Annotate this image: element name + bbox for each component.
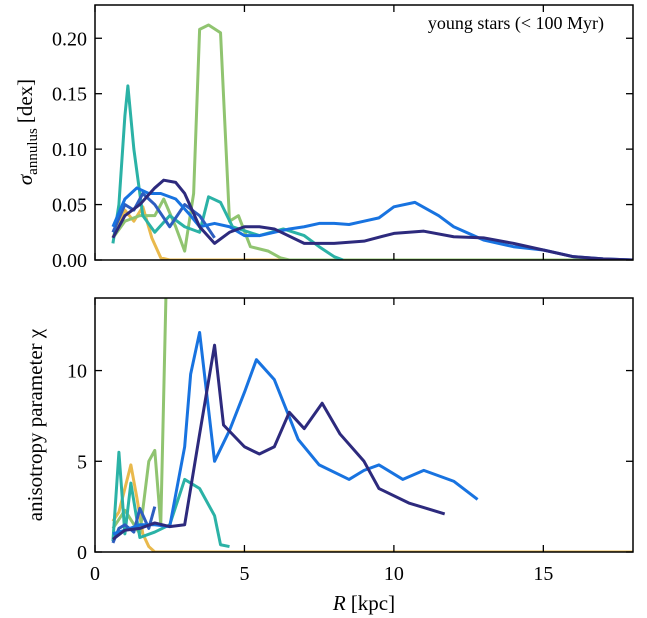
y-tick-label: 10 bbox=[67, 361, 87, 383]
x-axis-label: R [kpc] bbox=[332, 591, 395, 615]
x-label-unit: [kpc] bbox=[351, 591, 395, 615]
series-line bbox=[111, 450, 230, 549]
y-tick-label: 0.15 bbox=[52, 84, 87, 106]
series-line bbox=[111, 186, 633, 260]
y-tick-label: 0.10 bbox=[52, 139, 87, 161]
y-label-subscript: annulus bbox=[25, 128, 41, 175]
series-line bbox=[111, 23, 633, 260]
series-line bbox=[111, 191, 216, 239]
y-axis-label: anisotropy parameter χ bbox=[23, 328, 47, 521]
series-line bbox=[112, 330, 479, 536]
y-tick-label: 0.00 bbox=[52, 250, 87, 272]
x-tick-label: 0 bbox=[90, 563, 100, 585]
y-tick-label: 0.05 bbox=[52, 195, 87, 217]
y-label-symbol: σ bbox=[13, 173, 37, 185]
y-label-unit: [dex] bbox=[13, 79, 37, 123]
x-tick-label: 10 bbox=[384, 563, 404, 585]
series-line bbox=[111, 463, 633, 552]
x-label-symbol: R bbox=[332, 591, 346, 615]
series-line bbox=[111, 84, 344, 260]
plot-frame bbox=[94, 297, 634, 553]
y-tick-label: 0 bbox=[77, 542, 87, 564]
y-tick-label: 0.20 bbox=[52, 28, 87, 50]
series-line bbox=[112, 343, 446, 541]
y-tick-label: 5 bbox=[77, 451, 87, 473]
annotation: young stars (< 100 Myr) bbox=[428, 13, 604, 34]
y-axis-label: σannulus [dex] bbox=[13, 79, 41, 185]
series-line bbox=[111, 506, 157, 544]
x-tick-label: 5 bbox=[239, 563, 249, 585]
x-tick-label: 15 bbox=[533, 563, 553, 585]
series-line bbox=[111, 178, 633, 260]
plot-frame bbox=[94, 4, 634, 261]
